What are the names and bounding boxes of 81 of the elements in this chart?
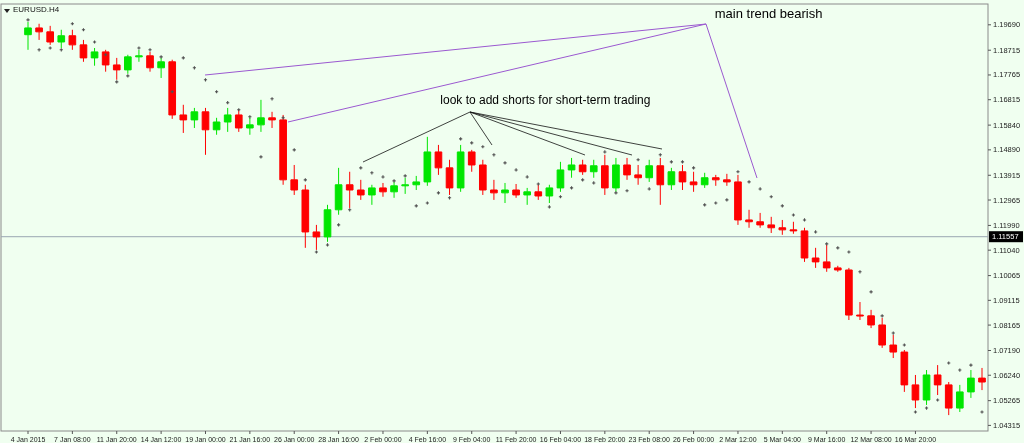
candlestick: [445, 159, 454, 196]
candlestick: [523, 187, 532, 206]
candlestick: [24, 21, 32, 51]
candlestick: [933, 364, 942, 396]
candlestick: [800, 227, 809, 263]
candlestick: [290, 164, 299, 196]
candlestick: [745, 209, 753, 229]
candlestick: [822, 244, 831, 273]
candlestick: [90, 47, 99, 67]
candlestick: [279, 114, 287, 186]
candlestick: [179, 104, 188, 134]
candlestick: [645, 159, 654, 183]
candlestick: [35, 23, 43, 41]
candlestick: [900, 349, 909, 393]
candlestick: [767, 216, 776, 234]
annotation: look to add shorts for short-term trading: [440, 93, 651, 107]
candlestick: [257, 99, 265, 133]
candlestick: [589, 159, 598, 179]
candlestick: [922, 369, 931, 406]
candlestick: [978, 367, 986, 391]
candlestick: [501, 182, 509, 204]
candlestick: [434, 144, 443, 176]
candlestick: [723, 173, 731, 187]
candlestick: [845, 267, 853, 321]
candlestick: [490, 179, 498, 201]
candlestick: [811, 247, 820, 269]
candlestick: [201, 107, 210, 156]
candlestick: [678, 164, 687, 191]
candlestick: [157, 57, 165, 79]
candlestick: [944, 381, 953, 416]
candlestick: [623, 157, 631, 181]
candlestick: [323, 204, 332, 243]
candlestick: [146, 51, 154, 73]
candlestick: [467, 149, 476, 173]
candlestick: [656, 157, 665, 206]
annotation: main trend bearish: [714, 6, 823, 21]
candlestick: [456, 144, 465, 193]
candlestick: [734, 174, 742, 226]
candlestick: [534, 184, 543, 201]
chart-title: EURUSD.H4: [13, 5, 60, 14]
candlestick: [567, 157, 576, 179]
candlestick: [955, 384, 964, 413]
candlestick: [612, 157, 620, 193]
candlestick: [478, 159, 487, 196]
candlestick: [911, 374, 920, 409]
candlestick: [700, 172, 709, 189]
candlestick: [190, 107, 199, 129]
candlestick: [368, 184, 376, 206]
candlestick: [833, 265, 842, 273]
candlestick: [223, 107, 232, 133]
candlestick: [789, 221, 798, 235]
candlestick: [967, 369, 975, 399]
candlestick: [556, 161, 565, 193]
candlestick: [545, 184, 554, 204]
candlestick: [356, 179, 365, 201]
candlestick: [634, 164, 642, 186]
candlestick: [578, 159, 587, 176]
candlestick: [412, 175, 421, 191]
candlestick: [867, 309, 875, 329]
candlestick: [46, 25, 55, 46]
candlestick: [756, 212, 764, 229]
candlestick: [301, 184, 310, 249]
candlestick: [345, 171, 354, 209]
candlestick: [778, 219, 787, 236]
candlestick: [212, 117, 221, 136]
candlestick: [246, 117, 254, 136]
candlestick: [390, 181, 398, 199]
candlestick: [856, 301, 864, 321]
candlestick: [57, 29, 66, 49]
candlestick: [334, 167, 343, 216]
candlestick: [379, 182, 387, 198]
candlestick: [601, 154, 609, 196]
candlestick: [512, 183, 520, 199]
candlestick: [711, 174, 720, 187]
candlestick: [79, 39, 88, 63]
candlestick: [689, 171, 698, 193]
candlestick: [268, 111, 276, 129]
candlestick: [878, 317, 886, 349]
candlestick: [68, 29, 77, 51]
candlestick: [667, 167, 676, 191]
candlestick: [423, 136, 432, 187]
